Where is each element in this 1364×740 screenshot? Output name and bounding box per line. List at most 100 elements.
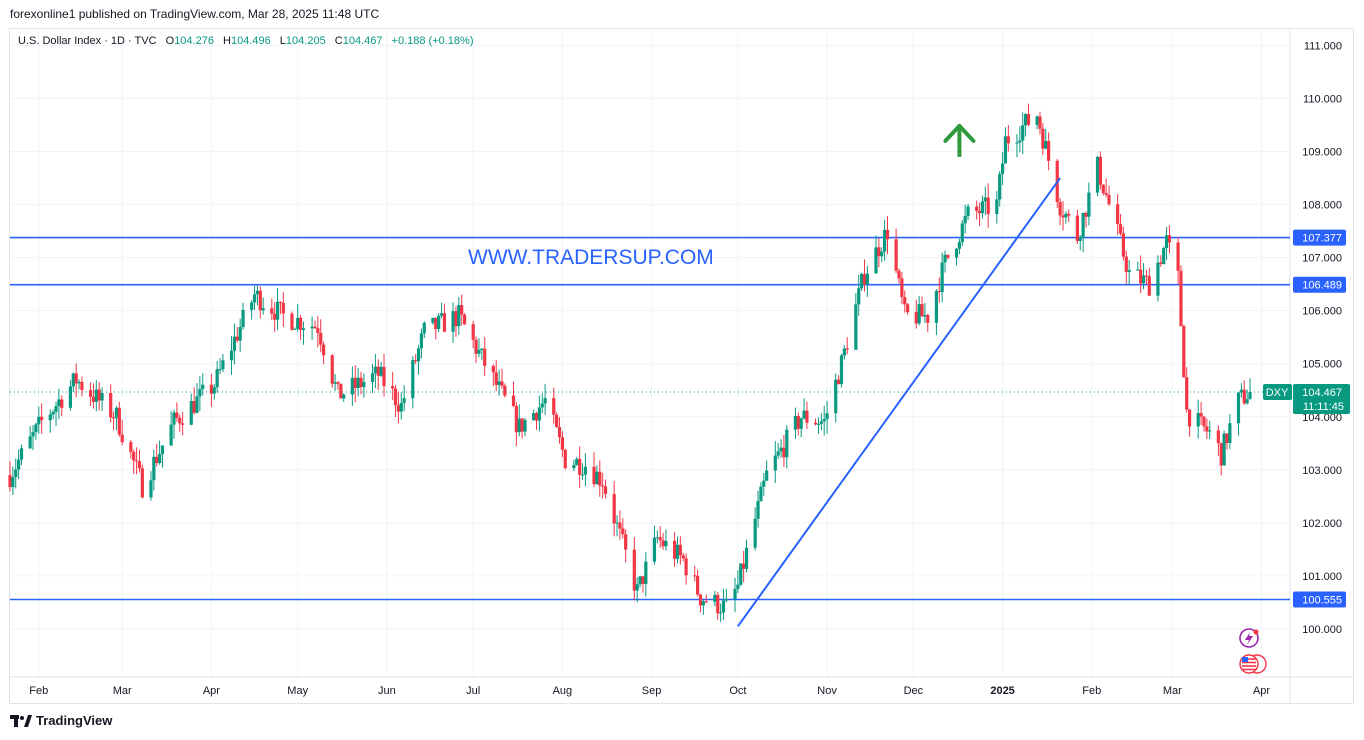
candle-body [681,555,685,559]
flag-canton [1242,657,1248,662]
candle-body [983,197,987,202]
candle [805,401,809,429]
candle-body [97,389,101,401]
candle [966,203,970,221]
candle-body [1104,193,1108,196]
tradingview-brand: TradingView [36,713,113,728]
chart-pane[interactable] [9,28,1354,704]
candle [34,422,38,440]
candle-body [471,324,475,340]
candle [906,302,910,315]
candle [954,247,959,266]
candle [860,272,864,291]
candle-body [1000,163,1005,174]
candle [273,302,277,332]
candle-body [250,302,254,310]
candle-body [1035,116,1039,125]
candle [114,406,119,431]
candle-body [1144,275,1149,277]
candle [1239,383,1243,398]
candle-body [252,294,257,303]
candle-body [906,304,910,313]
candle [779,439,783,458]
candle-body [1179,270,1183,327]
tradingview-footer[interactable]: TradingView [10,713,112,728]
candle [370,363,375,393]
candle-body [572,464,576,469]
candle-body [713,594,717,602]
candle-body [333,382,337,384]
candle-body [1208,430,1212,432]
candle-body [776,451,780,456]
candle-body [693,575,697,577]
candle-body [396,405,400,412]
candle [60,395,64,417]
candle-body [54,406,58,412]
candle [457,296,461,335]
candle [940,252,944,303]
candle-body [1202,416,1206,427]
candle-body [514,406,518,433]
candle [1176,236,1180,285]
candles [8,103,1252,622]
candle [759,482,763,502]
candle [313,320,317,330]
candle-body [393,388,398,406]
candle-body [532,413,536,421]
candle [615,515,619,537]
candle-body [457,305,461,327]
candle [1118,213,1123,236]
candle [773,441,777,484]
candle [943,250,947,273]
high-value: 104.496 [230,35,271,47]
candle [1199,402,1203,425]
candle-body [652,537,657,562]
candle [209,373,213,407]
candle [330,354,334,388]
candle-body [258,290,262,311]
level-tag-label: 107.377 [1302,233,1342,245]
candle-body [500,381,504,386]
candle [250,299,254,320]
candle [376,359,380,391]
candle-body [885,229,890,240]
candle [684,553,688,585]
candle [1061,201,1065,231]
candle [557,417,562,444]
candle [739,563,743,587]
candle-body [1167,235,1172,243]
candle-body [537,407,541,421]
candle [1185,367,1189,413]
candle-body [129,442,133,452]
candle-body [880,251,884,257]
candle [555,412,559,428]
candle-body [1159,262,1163,265]
candle [411,356,415,409]
candle-body [155,456,159,464]
x-tick-label: Apr [203,685,220,697]
candle [480,347,484,361]
candle [572,459,576,472]
high-label: H [223,35,231,47]
symbol-title[interactable]: U.S. Dollar Index · 1D · TVC [18,35,157,47]
x-tick-label: 2025 [990,685,1014,697]
candle [874,235,878,274]
candle [532,409,536,421]
candle [201,373,205,396]
candle-body [235,336,239,341]
candle [736,570,740,594]
candle-body [169,424,173,446]
candle-body [175,412,179,418]
candle-body [1058,201,1062,216]
candle-body [114,407,119,419]
candle-body [621,528,625,535]
x-tick-label: Nov [817,685,837,697]
candle [822,405,826,436]
candle-body [765,470,769,481]
candle-body [310,326,314,329]
candle [393,384,398,418]
candle [1187,408,1192,437]
candle-body [980,201,985,214]
candle-body [1021,125,1025,141]
